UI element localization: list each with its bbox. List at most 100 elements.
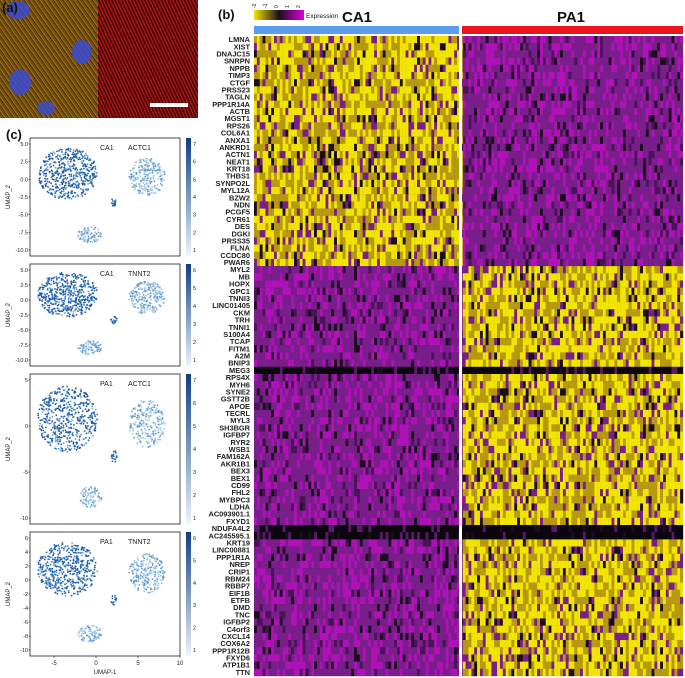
gene-label: COL6A1	[221, 129, 250, 138]
gene-label: FITM1	[229, 344, 250, 353]
gene-label: RBM24	[225, 574, 251, 583]
y-tick-label: -5.0	[19, 213, 28, 219]
gene-label: TRH	[235, 316, 250, 325]
legend-tick: -1	[263, 3, 269, 8]
x-axis-label: UMAP-1	[94, 670, 117, 676]
y-axis-label: UMAP_2	[6, 184, 12, 209]
gene-label: PRSS23	[222, 85, 250, 94]
gene-label: PRSS35	[222, 236, 250, 245]
gene-label: SNRPN	[224, 57, 250, 66]
colorbar-tick: 1	[193, 248, 196, 254]
y-tick-label: -10.0	[15, 358, 28, 364]
sample-label: CA1	[100, 145, 114, 152]
gene-label: KRT19	[227, 538, 250, 547]
heatmap-background	[254, 36, 683, 676]
gene-label: THBS1	[226, 172, 250, 181]
y-tick-label: 2	[25, 564, 28, 570]
plot-frame	[29, 373, 181, 525]
y-tick-label: -5	[23, 470, 28, 476]
gene-label: BEX3	[231, 467, 250, 476]
colorbar	[186, 264, 191, 366]
gene-label: RPS26	[227, 121, 250, 130]
colorbar-tick: 5	[193, 177, 196, 183]
gene-label: MYL3	[230, 416, 250, 425]
x-tick-label: 5	[136, 661, 140, 667]
x-tick-label: -5	[51, 661, 57, 667]
gene-label: AC093901.1	[208, 510, 250, 519]
gene-label: SYNE2	[226, 387, 250, 396]
colorbar-tick: 1	[193, 648, 196, 654]
gene-label: DES	[235, 222, 250, 231]
gene-label: GSTT2B	[221, 395, 250, 404]
y-tick-label: 0	[25, 578, 28, 584]
colorbar-tick: 3	[193, 322, 196, 328]
gene-label: BEX1	[231, 474, 250, 483]
umap-panel-2: CA1 TNNT2 UMAP_2 5.0 2.5 0.0 -2.5 -5.0 -7.5 -10.0…	[0, 260, 204, 370]
legend-tick: 2	[296, 5, 302, 8]
gene-label: FLNA	[230, 244, 250, 253]
gene-label: LINC00881	[212, 546, 250, 555]
y-tick-label: 2.5	[20, 283, 28, 289]
gene-label: ANXA1	[225, 136, 250, 145]
y-tick-label: -7.5	[19, 230, 28, 236]
gene-label: FHL2	[232, 488, 250, 497]
gene-label: WSB1	[229, 445, 250, 454]
gene-label: CYR61	[226, 215, 250, 224]
colorbar-tick: 1	[193, 516, 196, 522]
legend-tick: 0	[274, 5, 280, 8]
panel-label-b: (b)	[218, 7, 235, 22]
y-tick-label: -6	[23, 620, 28, 626]
y-tick-label: -5.0	[19, 328, 28, 334]
sample-label: PA1	[100, 381, 113, 388]
gene-label: SYNPO2L	[216, 179, 251, 188]
gene-label: PPP1R12B	[212, 646, 250, 655]
gene-label: PCGF5	[225, 208, 250, 217]
gene-label: TNNT2	[128, 539, 151, 546]
umap-panel-3: PA1 ACTC1 UMAP_2 5 0 -5 -10 7 6 5 4 3 2 1	[0, 370, 204, 528]
scale-bar	[150, 103, 188, 107]
gene-label: PPP1R14A	[212, 100, 250, 109]
gene-label: DMD	[233, 603, 250, 612]
y-axis-label: UMAP_2	[6, 436, 12, 461]
gene-label: TAGLN	[225, 93, 250, 102]
colorbar-tick: 5	[193, 424, 196, 430]
gene-label: NREP	[229, 560, 250, 569]
gene-label: PWAR6	[224, 258, 250, 267]
nucleus	[9, 69, 31, 95]
colorbar	[186, 532, 191, 656]
gene-label: IGFBP2	[223, 618, 250, 627]
microscopy-image	[0, 0, 198, 118]
gene-label: ETFB	[231, 596, 250, 605]
gene-label: CKM	[233, 308, 250, 317]
gene-label: TECRL	[225, 409, 250, 418]
gene-label: MYBPC3	[219, 495, 250, 504]
gene-label: ANKRD1	[219, 143, 250, 152]
gene-label: ATP1B1	[222, 661, 250, 670]
y-tick-label: 0	[25, 424, 28, 430]
gene-label: HOPX	[229, 280, 250, 289]
gene-label: RBBP7	[225, 582, 250, 591]
gene-label: LMNA	[229, 35, 251, 44]
sample-label: PA1	[100, 539, 113, 546]
colorbar-tick: 4	[193, 304, 196, 310]
plot-frame	[29, 263, 181, 367]
gene-label: NDN	[234, 201, 250, 210]
gene-label: CRIP1	[228, 567, 250, 576]
gene-label: FXYD6	[226, 654, 250, 663]
gene-label: TCAP	[230, 337, 250, 346]
gene-label: SH3BGR	[219, 423, 250, 432]
colorbar-tick: 4	[193, 447, 196, 453]
gene-label: FAM162A	[217, 452, 251, 461]
y-tick-label: 0.0	[20, 298, 28, 304]
y-tick-label: -2.5	[19, 313, 28, 319]
gene-label: TTN	[236, 668, 250, 677]
gene-label: MYL12A	[221, 186, 251, 195]
gene-label: APOE	[229, 402, 250, 411]
y-tick-label: 6	[25, 536, 28, 542]
gene-label: AKR1B1	[220, 459, 250, 468]
gene-label: AC245595.1	[208, 531, 250, 540]
gene-label: MGST1	[225, 114, 250, 123]
colorbar-tick: 2	[193, 230, 196, 236]
gene-label: LDHA	[229, 503, 250, 512]
legend-tick: -2	[252, 3, 258, 8]
